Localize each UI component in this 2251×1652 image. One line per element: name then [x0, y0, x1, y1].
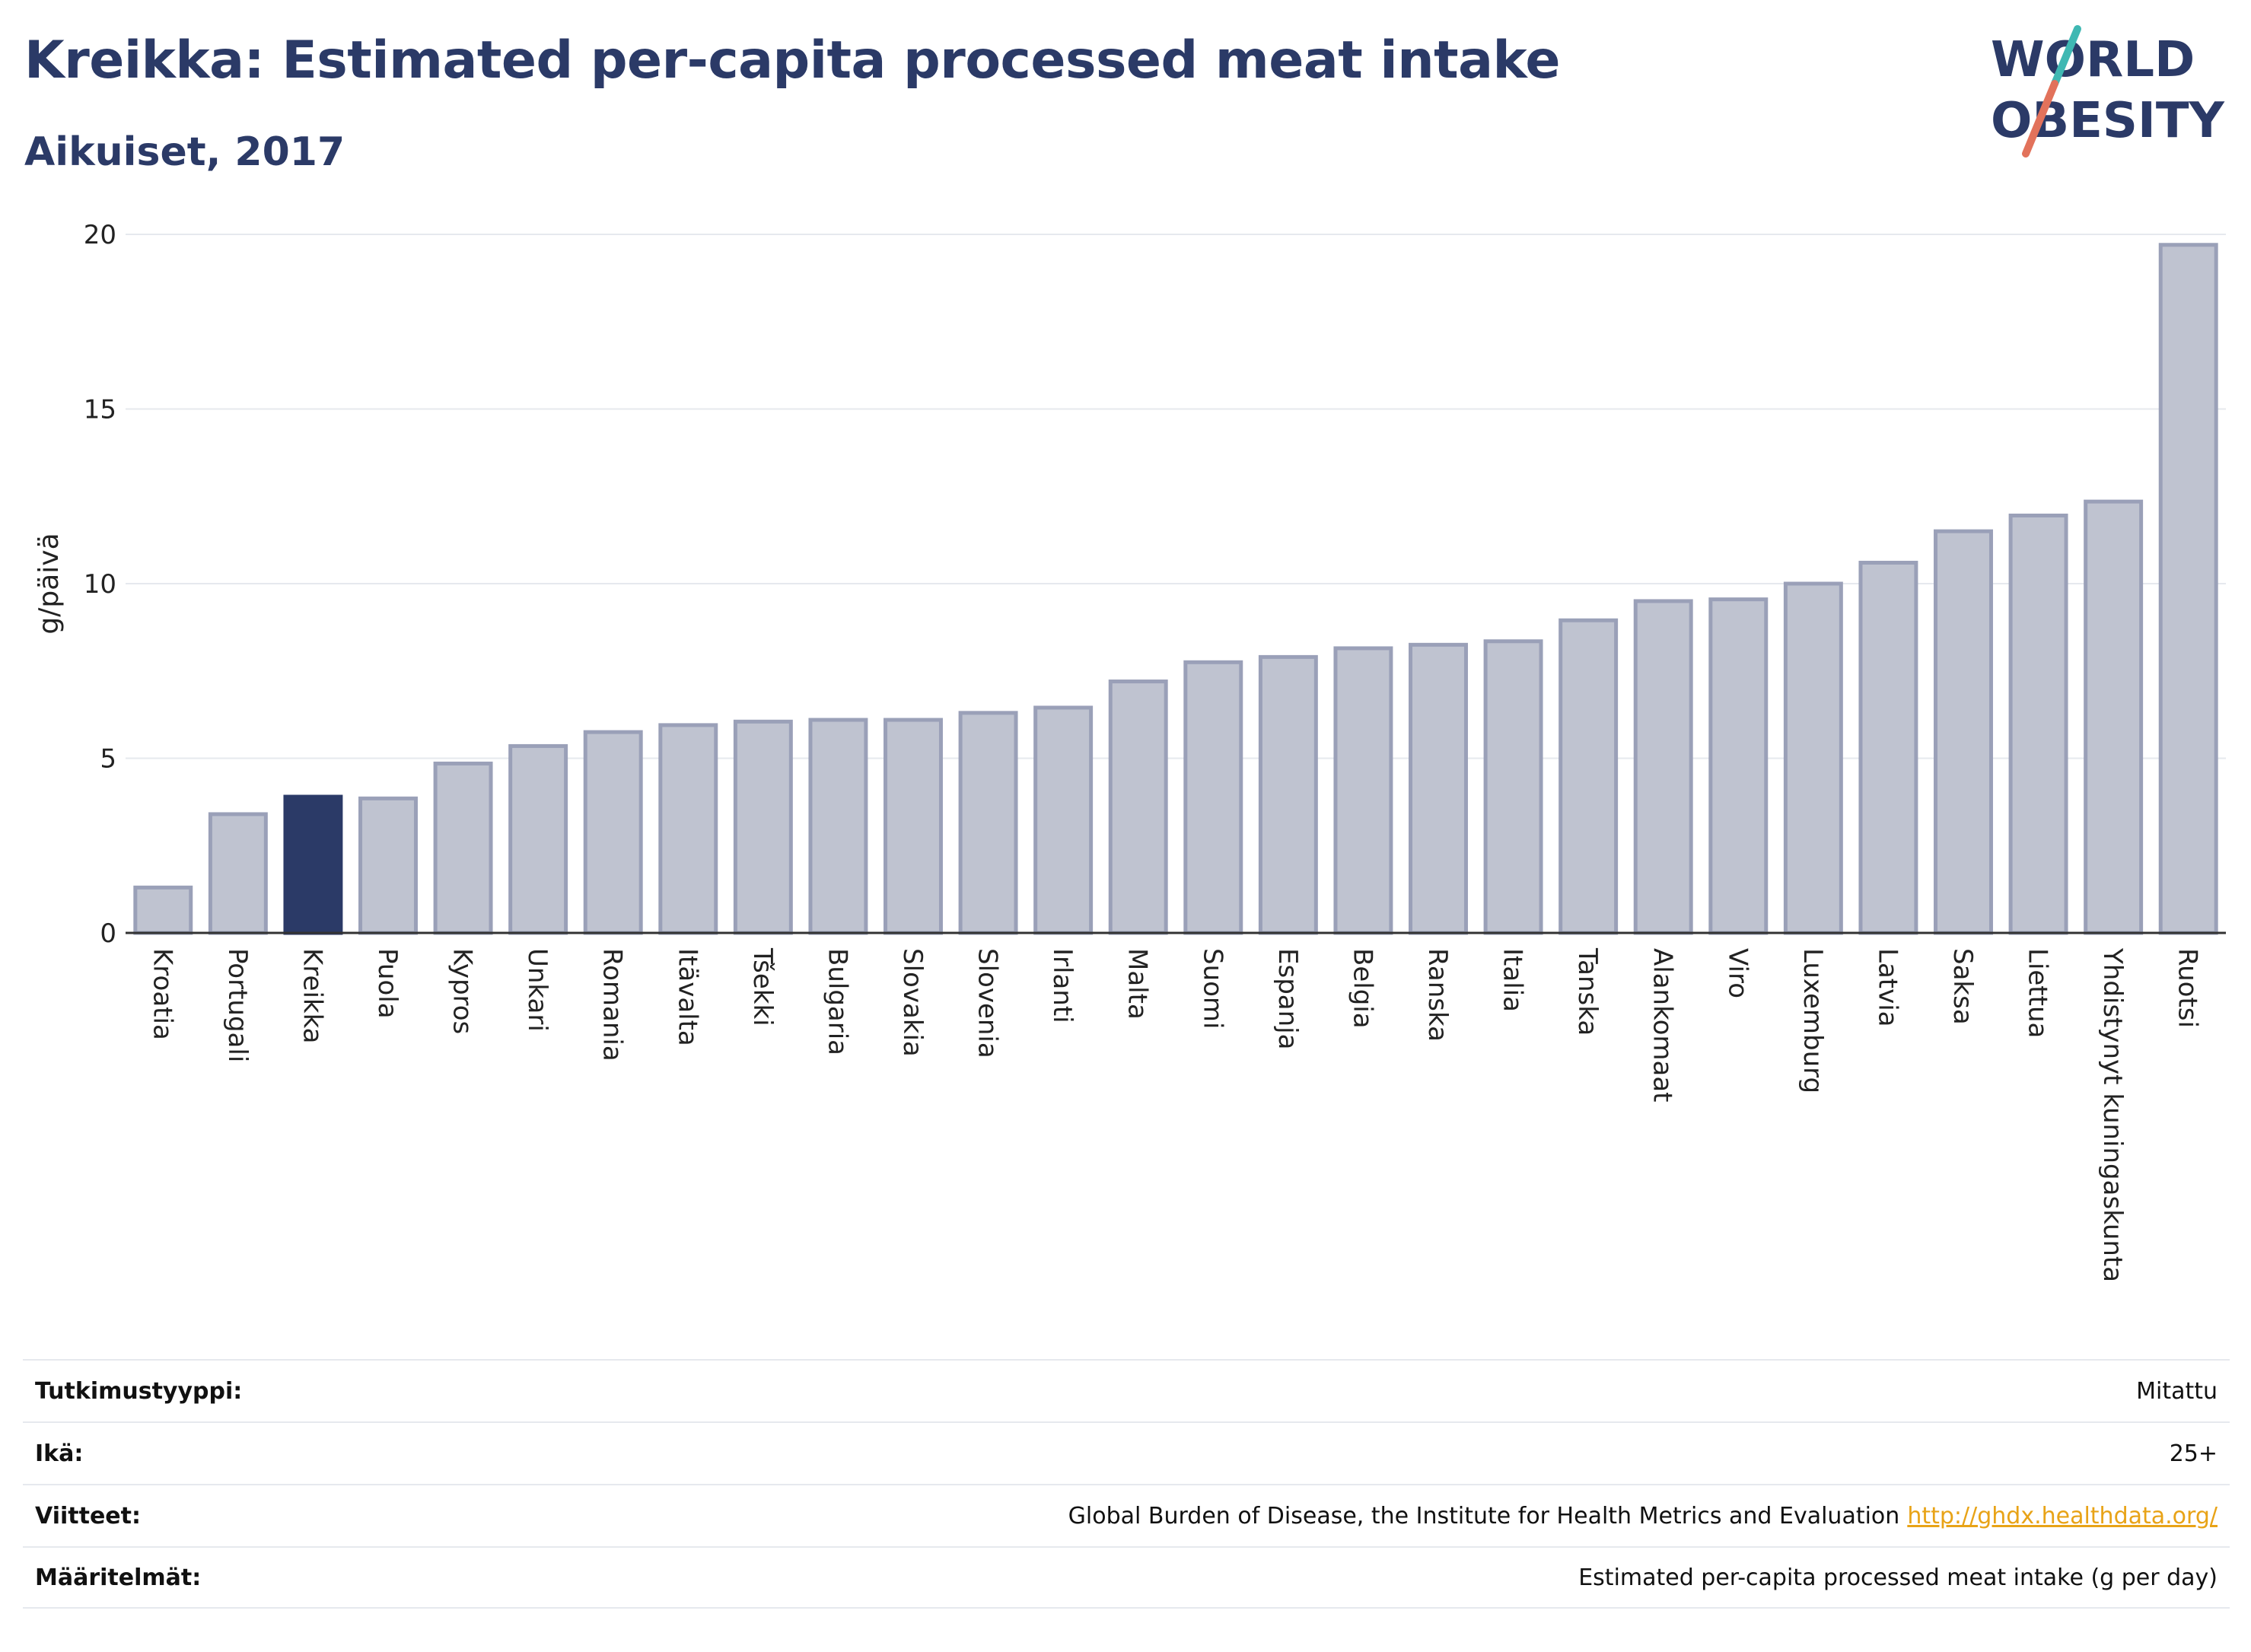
- study-type-value: Mitattu: [2136, 1377, 2218, 1405]
- x-tick-label: Tšekki: [747, 947, 778, 1027]
- definitions-value: Estimated per-capita processed meat inta…: [1578, 1564, 2218, 1591]
- x-tick-label: Slovenia: [973, 948, 1003, 1058]
- x-tick-label: Kypros: [447, 948, 478, 1034]
- bar-ranska[interactable]: [1409, 642, 1468, 935]
- meta-row-references: Viitteet: Global Burden of Disease, the …: [23, 1484, 2230, 1546]
- bar-espanja[interactable]: [1258, 654, 1318, 935]
- bar-romania[interactable]: [583, 730, 643, 935]
- references-text: Global Burden of Disease, the Institute …: [1068, 1502, 1900, 1529]
- bar-irlanti[interactable]: [1033, 705, 1094, 935]
- bar-luxemburg[interactable]: [1783, 581, 1843, 935]
- bar-kypros[interactable]: [433, 761, 493, 935]
- x-tick-label: Malta: [1122, 948, 1153, 1020]
- bar-chart: 0 5 10 15 20 g/päivä Kroatia Portugali Kreikka Pu…: [33, 220, 2226, 1282]
- bar-latvia[interactable]: [1858, 560, 1918, 935]
- metadata-table: Tutkimustyyppi: Mitattu Ikä: 25+ Viittee…: [23, 1359, 2230, 1609]
- x-tick-label: Saksa: [1947, 948, 1978, 1025]
- logo-slash-bottom: [2022, 80, 2058, 158]
- x-tick-label: Belgia: [1347, 948, 1377, 1029]
- y-tick-label: 15: [84, 395, 116, 425]
- x-tick-label: Kroatia: [147, 948, 177, 1040]
- bar-belgia[interactable]: [1333, 646, 1393, 935]
- x-tick-label: Italia: [1498, 948, 1528, 1012]
- bar-saksa[interactable]: [1934, 529, 1993, 935]
- bar-liettua[interactable]: [2008, 513, 2068, 935]
- x-tick-label: Tanska: [1572, 947, 1603, 1036]
- logo-line1: WORLD: [1991, 32, 2195, 88]
- y-tick-label: 5: [100, 744, 116, 775]
- bar-slovakia[interactable]: [884, 718, 943, 935]
- x-tick-label: Irlanti: [1047, 948, 1078, 1023]
- world-obesity-logo: WORLD OBESITY: [1991, 25, 2224, 158]
- x-tick-label: Latvia: [1872, 948, 1902, 1027]
- x-tick-label: Puola: [372, 948, 403, 1019]
- x-tick-label: Itävalta: [672, 948, 702, 1046]
- bar-itävalta[interactable]: [658, 723, 718, 935]
- bar-yhdistynyt-kuningaskunta[interactable]: [2084, 499, 2144, 935]
- age-label: Ikä:: [35, 1440, 84, 1467]
- bar-slovenia[interactable]: [958, 711, 1018, 935]
- bar-malta[interactable]: [1108, 680, 1168, 935]
- x-tick-label: Bulgaria: [822, 948, 852, 1055]
- y-tick-label: 10: [84, 569, 116, 600]
- study-type-label: Tutkimustyyppi:: [35, 1377, 243, 1405]
- references-value: Global Burden of Disease, the Institute …: [1068, 1503, 2218, 1529]
- x-tick-label: Yhdistynyt kuningaskunta: [2097, 947, 2128, 1282]
- x-tick-label: Luxemburg: [1797, 948, 1828, 1093]
- x-tick-label: Suomi: [1197, 948, 1227, 1030]
- age-value: 25+: [2169, 1440, 2218, 1467]
- bar-alankomaat[interactable]: [1633, 599, 1693, 935]
- bar-puola[interactable]: [358, 796, 418, 935]
- x-tick-label: Romania: [597, 948, 628, 1062]
- y-tick-label: 0: [100, 918, 116, 949]
- bar-kroatia[interactable]: [133, 885, 193, 935]
- x-tick-label: Unkari: [522, 948, 552, 1032]
- x-tick-label: Slovakia: [897, 948, 928, 1057]
- x-tick-label: Portugali: [222, 948, 253, 1062]
- x-tick-label: Ruotsi: [2173, 948, 2203, 1028]
- bar-bulgaria[interactable]: [808, 718, 868, 935]
- logo-slash-top: [2051, 25, 2081, 88]
- x-tick-label: Kreikka: [297, 948, 327, 1044]
- references-link[interactable]: http://ghdx.healthdata.org/: [1907, 1502, 2218, 1529]
- bar-ruotsi[interactable]: [2158, 243, 2218, 935]
- bars: [133, 243, 2218, 935]
- y-tick-label: 20: [84, 220, 116, 250]
- meta-row-definitions: Määritelmät: Estimated per-capita proces…: [23, 1546, 2230, 1609]
- references-label: Viitteet:: [35, 1502, 141, 1529]
- meta-row-study-type: Tutkimustyyppi: Mitattu: [23, 1359, 2230, 1421]
- bar-italia[interactable]: [1483, 639, 1543, 935]
- x-tick-label: Espanja: [1272, 948, 1303, 1049]
- y-axis-label: g/päivä: [33, 533, 65, 634]
- x-tick-label: Viro: [1722, 948, 1753, 998]
- chart-subtitle: Aikuiset, 2017: [24, 129, 345, 175]
- bar-viro[interactable]: [1708, 597, 1769, 935]
- bar-unkari[interactable]: [508, 743, 568, 935]
- bar-tšekki[interactable]: [733, 719, 793, 935]
- x-tick-label: Ranska: [1422, 948, 1453, 1042]
- bar-tanska[interactable]: [1559, 618, 1619, 935]
- x-tick-label: Alankomaat: [1648, 948, 1678, 1103]
- bar-kreikka[interactable]: [283, 794, 343, 935]
- definitions-label: Määritelmät:: [35, 1564, 202, 1591]
- labels: 0 5 10 15 20 g/päivä Kroatia Portugali Kreikka Pu…: [33, 220, 2203, 1282]
- bar-suomi[interactable]: [1183, 660, 1243, 935]
- x-tick-label: Liettua: [2023, 948, 2053, 1038]
- bar-portugali[interactable]: [208, 812, 268, 935]
- meta-row-age: Ikä: 25+: [23, 1421, 2230, 1484]
- chart-title: Kreikka: Estimated per-capita processed …: [24, 30, 1561, 91]
